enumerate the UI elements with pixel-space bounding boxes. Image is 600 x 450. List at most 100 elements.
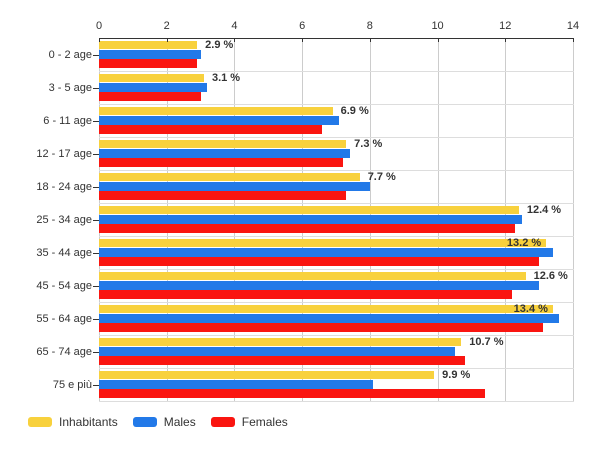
- legend-label-females: Females: [241, 415, 288, 429]
- x-axis-label-0: 0: [95, 20, 103, 32]
- y-axis-tick: [93, 252, 99, 254]
- horizontal-gridline: [99, 203, 574, 204]
- bar-inhabitants-35-44-age[interactable]: [99, 238, 546, 248]
- horizontal-gridline: [99, 71, 574, 72]
- x-axis-line: [99, 38, 574, 39]
- bar-females-18-24-age[interactable]: [99, 190, 347, 200]
- x-axis-tick: [573, 38, 574, 42]
- bar-inhabitants-25-34-age[interactable]: [99, 205, 519, 215]
- bar-males-0-2-age[interactable]: [99, 49, 201, 59]
- data-label-45-54-age: 12.6 %: [533, 269, 568, 282]
- x-axis-tick: [437, 38, 439, 42]
- horizontal-gridline: [99, 302, 574, 303]
- y-axis-tick: [93, 186, 99, 188]
- bar-females-6-11-age[interactable]: [99, 124, 323, 134]
- legend-item-males[interactable]: Males: [132, 415, 196, 429]
- bar-males-6-11-age[interactable]: [99, 115, 340, 125]
- x-axis-tick: [369, 38, 371, 42]
- legend: Inhabitants Males Females: [28, 415, 303, 429]
- bar-males-12-17-age[interactable]: [99, 148, 350, 158]
- legend-swatch-females: [210, 417, 235, 427]
- horizontal-gridline: [99, 236, 574, 237]
- data-label-75-e-pi: 9.9 %: [442, 368, 471, 381]
- bar-inhabitants-12-17-age[interactable]: [99, 139, 347, 149]
- bar-males-55-64-age[interactable]: [99, 313, 560, 323]
- bar-males-18-24-age[interactable]: [99, 181, 370, 191]
- horizontal-gridline: [99, 137, 574, 138]
- x-axis-label-2: 2: [163, 20, 170, 32]
- legend-label-males: Males: [163, 415, 196, 429]
- vertical-gridline: [573, 38, 574, 401]
- x-axis-label-8: 8: [366, 20, 373, 32]
- bar-females-3-5-age[interactable]: [99, 91, 201, 101]
- category-label-6-11-age: 6 - 11 age: [43, 114, 92, 127]
- y-axis-tick: [93, 351, 99, 353]
- data-label-65-74-age: 10.7 %: [469, 335, 504, 348]
- bar-inhabitants-55-64-age[interactable]: [99, 304, 553, 314]
- bar-inhabitants-65-74-age[interactable]: [99, 337, 462, 347]
- data-label-35-44-age: 13.2 %: [506, 236, 542, 249]
- horizontal-gridline: [99, 368, 574, 369]
- legend-item-females[interactable]: Females: [210, 415, 288, 429]
- category-label-75-e-pi: 75 e più: [52, 378, 92, 391]
- bar-inhabitants-0-2-age[interactable]: [99, 40, 198, 50]
- data-label-25-34-age: 12.4 %: [526, 203, 562, 216]
- bar-inhabitants-75-e-pi[interactable]: [99, 370, 435, 380]
- bar-females-55-64-age[interactable]: [99, 322, 543, 332]
- x-axis-tick: [505, 38, 507, 42]
- y-axis-tick: [93, 384, 99, 386]
- data-label-0-2-age: 2.9 %: [205, 38, 234, 51]
- x-axis-tick: [234, 38, 236, 42]
- category-label-65-74-age: 65 - 74 age: [36, 345, 92, 358]
- bar-females-0-2-age[interactable]: [99, 58, 198, 68]
- data-label-3-5-age: 3.1 %: [211, 71, 241, 84]
- horizontal-gridline: [99, 401, 574, 402]
- data-label-12-17-age: 7.3 %: [354, 137, 383, 150]
- y-axis-tick: [93, 87, 99, 89]
- x-axis-label-14: 14: [566, 20, 580, 32]
- bar-males-25-34-age[interactable]: [99, 214, 523, 224]
- y-axis-tick: [93, 318, 99, 320]
- y-axis-tick: [93, 285, 99, 287]
- bar-males-45-54-age[interactable]: [99, 280, 540, 290]
- bar-males-3-5-age[interactable]: [99, 82, 208, 92]
- data-label-6-11-age: 6.9 %: [340, 104, 369, 117]
- x-axis-label-12: 12: [499, 20, 512, 32]
- bar-inhabitants-3-5-age[interactable]: [99, 73, 204, 83]
- bar-inhabitants-18-24-age[interactable]: [99, 172, 360, 182]
- y-axis-tick: [93, 120, 99, 122]
- data-label-55-64-age: 13.4 %: [513, 302, 548, 315]
- x-axis-tick: [166, 38, 168, 42]
- horizontal-gridline: [99, 170, 574, 171]
- bar-males-65-74-age[interactable]: [99, 346, 455, 356]
- bar-males-75-e-pi[interactable]: [99, 379, 374, 389]
- category-label-0-2-age: 0 - 2 age: [48, 48, 92, 61]
- bar-females-25-34-age[interactable]: [99, 223, 516, 233]
- legend-item-inhabitants[interactable]: Inhabitants: [28, 415, 118, 429]
- legend-swatch-inhabitants: [28, 417, 52, 427]
- bar-females-35-44-age[interactable]: [99, 256, 540, 266]
- bar-males-35-44-age[interactable]: [99, 247, 553, 257]
- x-axis-tick: [99, 38, 100, 42]
- bar-females-75-e-pi[interactable]: [99, 388, 485, 398]
- horizontal-gridline: [99, 104, 574, 105]
- horizontal-gridline: [99, 335, 574, 336]
- bar-inhabitants-6-11-age[interactable]: [99, 106, 333, 116]
- horizontal-gridline: [99, 269, 574, 270]
- x-axis-label-6: 6: [299, 20, 306, 32]
- y-axis-tick: [93, 54, 99, 56]
- bar-females-45-54-age[interactable]: [99, 289, 513, 299]
- category-label-25-34-age: 25 - 34 age: [36, 213, 92, 226]
- category-label-18-24-age: 18 - 24 age: [36, 180, 92, 193]
- bar-females-65-74-age[interactable]: [99, 355, 465, 365]
- category-label-12-17-age: 12 - 17 age: [36, 147, 92, 160]
- y-axis-tick: [93, 219, 99, 221]
- bar-females-12-17-age[interactable]: [99, 157, 343, 167]
- x-axis-label-4: 4: [231, 20, 238, 32]
- category-label-45-54-age: 45 - 54 age: [36, 279, 92, 292]
- y-axis-tick: [93, 153, 99, 155]
- bar-inhabitants-45-54-age[interactable]: [99, 271, 526, 281]
- category-label-3-5-age: 3 - 5 age: [48, 81, 92, 94]
